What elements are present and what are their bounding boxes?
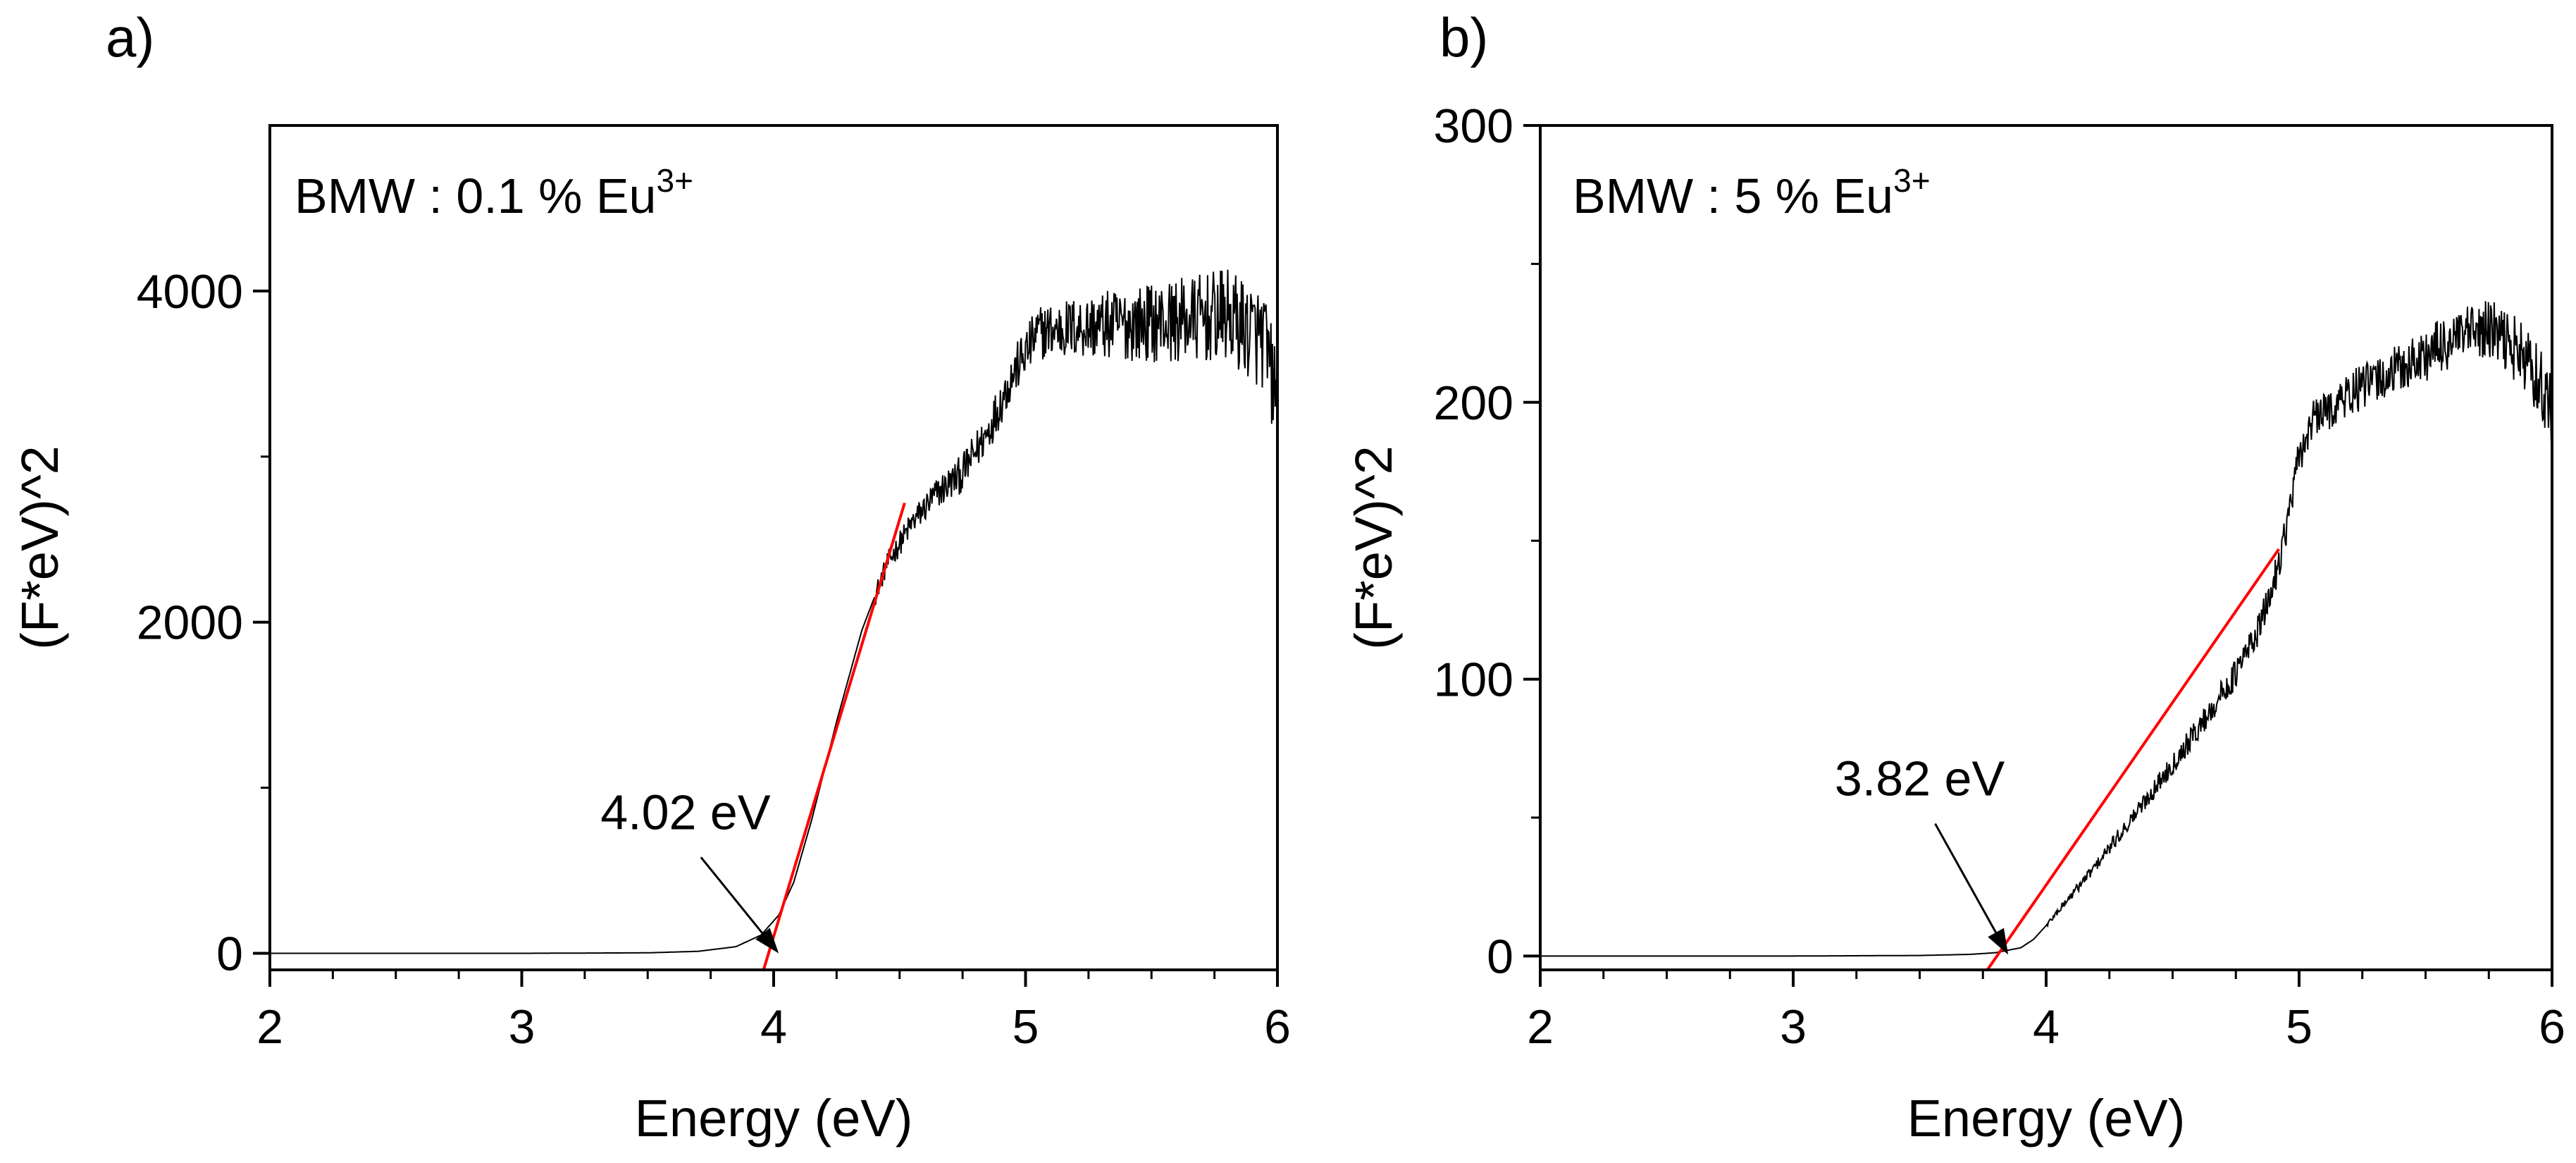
panel-a-x-tick-label: 3 [509,1000,535,1054]
panel-a-annotation: 4.02 eV [600,784,779,954]
panel-a-inset-label-superscript: 3+ [656,162,693,199]
panel-a-tangent-line [762,502,906,970]
panel-b-inset-label-superscript: 3+ [1893,162,1930,199]
panel-a-annotation-arrow-head [755,928,779,954]
panel-b-data-line [1540,301,2552,957]
panel-a-y-ticks [253,289,270,955]
panel-b-x-tick-label: 3 [1780,1000,1807,1054]
panel-b-inset-label: BMW : 5 % Eu3+ [1573,162,1931,223]
panel-b-x-ticks [1539,970,2553,987]
panel-b-annotation: 3.82 eV [1835,751,2009,955]
panel-b-y-axis: 0 100 200 300 (F*eV)^2 [1344,99,1540,983]
panel-a-plot-area [268,124,1279,971]
panel-b-y-axis-title: (F*eV)^2 [1344,445,1403,650]
panel-a: a) 2 3 4 5 6 Energy (eV) 0 2000 4000 (F*… [11,6,1291,1147]
panel-a-y-tick-label: 4000 [137,265,243,319]
panel-a-y-axis-title: (F*eV)^2 [11,445,69,650]
panel-b-inset-label-base: BMW : 5 % Eu [1573,168,1893,223]
panel-b-x-axis-title: Energy (eV) [1907,1089,2186,1147]
panel-a-annotation-label: 4.02 eV [600,784,771,839]
panel-b-y-tick-label: 200 [1434,376,1513,430]
panel-a-y-axis: 0 2000 4000 (F*eV)^2 [11,265,270,981]
panel-a-x-ticks [268,970,1279,987]
panel-b-annotation-label: 3.82 eV [1835,751,2005,806]
panel-a-y-tick-label: 2000 [137,596,243,650]
panel-letter-b: b) [1439,6,1488,68]
panel-a-x-tick-label: 4 [760,1000,787,1054]
panel-a-x-axis: 2 3 4 5 6 Energy (eV) [256,970,1291,1147]
panel-b-frame [1539,124,2553,971]
panel-b-x-tick-label: 5 [2286,1000,2312,1054]
panel-b-y-tick-label: 100 [1434,653,1513,707]
panel-b-x-tick-label: 4 [2033,1000,2060,1054]
panel-a-frame [268,124,1279,971]
panel-a-x-axis-title: Energy (eV) [635,1089,913,1147]
panel-b-annotation-arrow [1934,823,1997,933]
panel-b-y-tick-label: 300 [1434,99,1513,153]
panel-b-annotation-arrow-head [1988,928,2009,955]
panel-a-annotation-arrow [700,856,764,935]
panel-b-y-ticks [1523,124,1540,958]
panel-b-y-tick-label: 0 [1487,930,1513,983]
panel-a-y-tick-label: 0 [216,928,243,981]
panel-a-x-tick-label: 6 [1264,1000,1291,1054]
panel-b-tangent-line [1986,548,2280,970]
panel-a-data-line [270,269,1277,954]
panel-a-inset-label: BMW : 0.1 % Eu3+ [295,162,693,223]
panel-b-x-tick-label: 6 [2539,1000,2565,1054]
panel-b: b) 2 3 4 5 6 Energy (eV) 0 100 200 300 (… [1344,6,2565,1147]
panel-b-plot-area [1539,124,2553,971]
panel-a-x-tick-label: 2 [256,1000,283,1054]
panel-letter-a: a) [106,6,154,68]
panel-a-x-tick-label: 5 [1013,1000,1039,1054]
panel-b-x-tick-label: 2 [1527,1000,1554,1054]
panel-b-x-axis: 2 3 4 5 6 Energy (eV) [1527,970,2565,1147]
panel-a-inset-label-base: BMW : 0.1 % Eu [295,168,656,223]
